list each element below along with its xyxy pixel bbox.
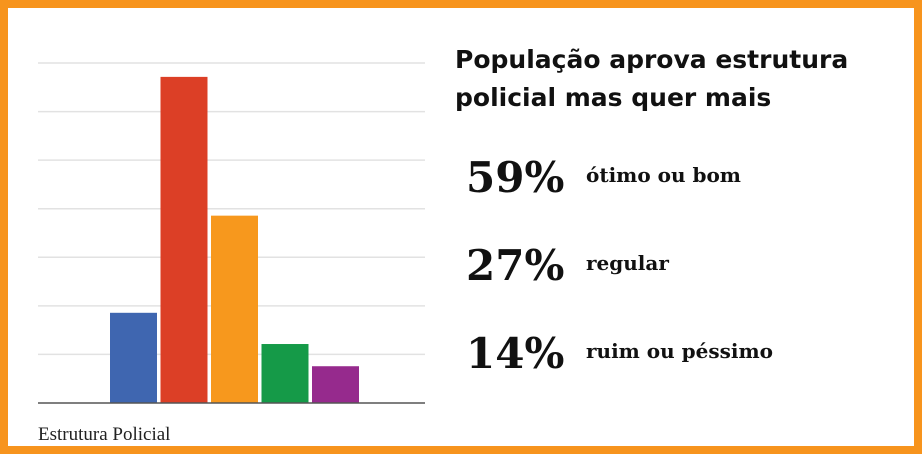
stat-value: 14% <box>466 329 564 378</box>
bar <box>160 76 208 403</box>
bar <box>211 215 258 403</box>
bar <box>312 366 359 403</box>
stat-label: ruim ou péssimo <box>586 339 773 363</box>
bar <box>110 312 157 403</box>
stat-label: ótimo ou bom <box>586 163 741 187</box>
x-category-label: Estrutura Policial <box>38 424 170 445</box>
stat-value: 59% <box>466 153 564 202</box>
stat-label: regular <box>586 251 669 275</box>
panel-title: População aprova estrutura <box>455 45 848 74</box>
stat-value: 27% <box>466 241 564 290</box>
panel-title: policial mas quer mais <box>455 83 771 112</box>
bar <box>261 344 309 403</box>
